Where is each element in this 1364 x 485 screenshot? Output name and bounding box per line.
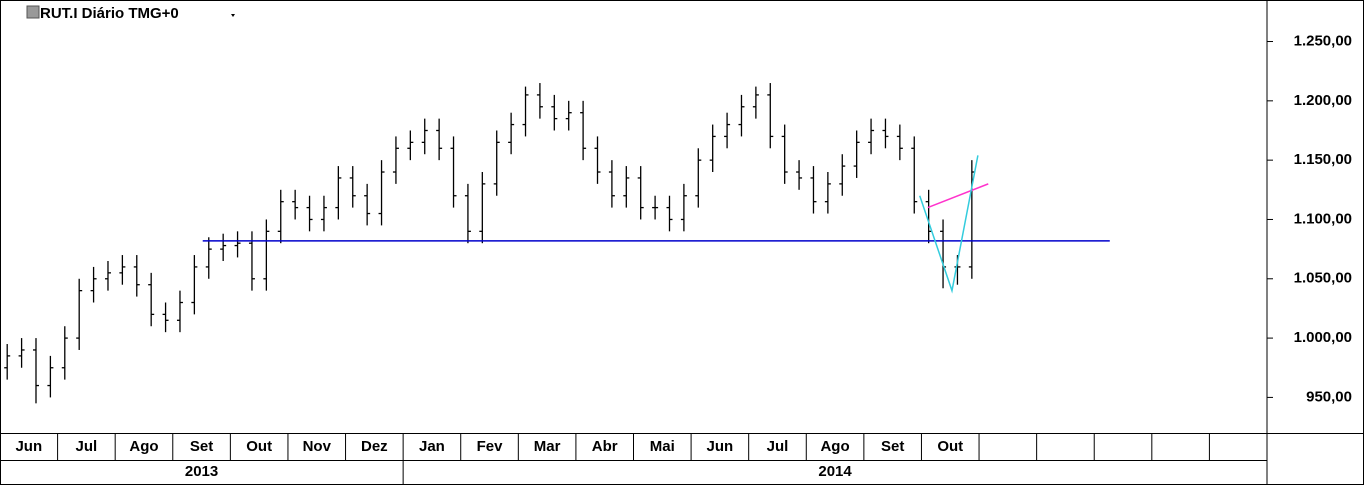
y-tick-label: 1.200,00	[1294, 92, 1352, 109]
x-tick-label: Jun	[15, 438, 42, 455]
x-tick-label: Ago	[820, 438, 849, 455]
x-tick-label: Dez	[361, 438, 388, 455]
trendline	[927, 183, 989, 209]
x-tick-label: Set	[881, 438, 904, 455]
x-tick-label: Ago	[129, 438, 158, 455]
x-tick-label: Fev	[477, 438, 504, 455]
y-tick-label: 1.000,00	[1294, 329, 1352, 346]
x-tick-label: Abr	[592, 438, 618, 455]
y-tick-label: 1.100,00	[1294, 210, 1352, 227]
x-tick-label: Set	[190, 438, 213, 455]
y-tick-label: 1.150,00	[1294, 151, 1352, 168]
dropdown-arrow[interactable]	[231, 14, 235, 17]
y-tick-label: 1.250,00	[1294, 32, 1352, 49]
year-label: 2014	[818, 463, 852, 480]
year-label: 2013	[185, 463, 218, 480]
trendline	[919, 155, 979, 294]
x-tick-label: Jun	[707, 438, 734, 455]
x-tick-label: Out	[937, 438, 963, 455]
y-tick-label: 1.050,00	[1294, 270, 1352, 287]
x-tick-label: Nov	[303, 438, 332, 455]
x-tick-label: Mai	[650, 438, 675, 455]
x-tick-label: Out	[246, 438, 272, 455]
y-tick-label: 950,00	[1306, 388, 1352, 405]
x-tick-label: Jul	[76, 438, 98, 455]
chart-title: RUT.I Diário TMG+0	[40, 5, 179, 22]
x-tick-label: Jan	[419, 438, 445, 455]
x-tick-label: Mar	[534, 438, 561, 455]
x-tick-label: Jul	[767, 438, 789, 455]
chart-icon[interactable]	[26, 5, 40, 19]
